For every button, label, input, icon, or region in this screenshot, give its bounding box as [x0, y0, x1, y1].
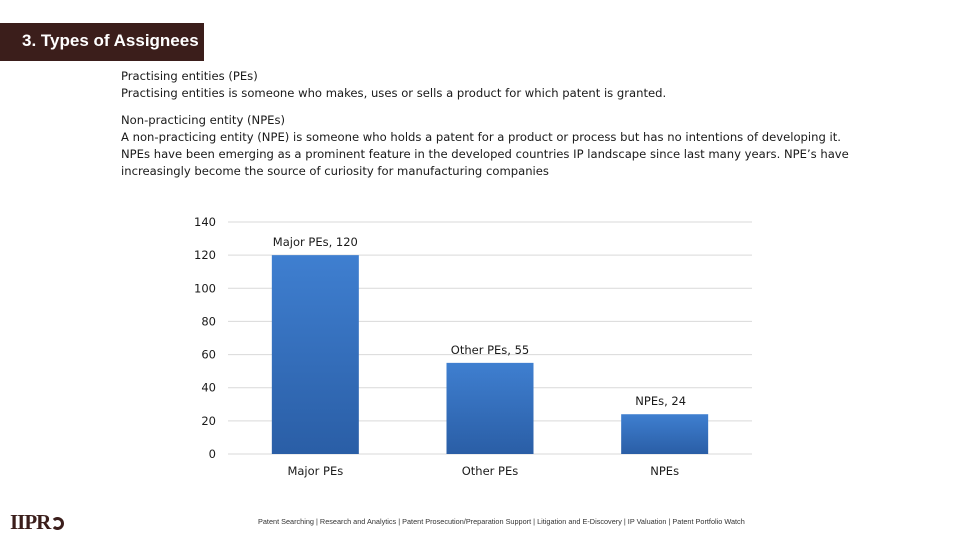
- pe-heading: Practising entities (PEs): [121, 69, 258, 83]
- y-tick-label: 0: [209, 447, 216, 461]
- chart-bars: [271, 255, 709, 454]
- slide-title: 3. Types of Assignees: [0, 23, 204, 61]
- y-tick-label: 20: [201, 414, 216, 428]
- y-tick-label: 140: [194, 215, 216, 229]
- data-label: Other PEs, 55: [451, 343, 529, 357]
- y-tick-label: 120: [194, 248, 216, 262]
- slide-body: Practising entities (PEs) Practising ent…: [121, 68, 861, 180]
- data-label: Major PEs, 120: [273, 235, 358, 249]
- bar: [271, 255, 359, 454]
- y-tick-label: 60: [201, 348, 216, 362]
- logo-mark-icon: [51, 517, 65, 530]
- footer-services: Patent Searching | Research and Analytic…: [258, 517, 745, 526]
- bar: [621, 414, 709, 454]
- x-tick-label: Other PEs: [462, 464, 519, 478]
- y-tick-label: 40: [201, 381, 216, 395]
- y-tick-label: 100: [194, 281, 216, 295]
- y-tick-label: 80: [201, 314, 216, 328]
- npe-description-1: A non-practicing entity (NPE) is someone…: [121, 130, 841, 144]
- npe-heading: Non-practicing entity (NPEs): [121, 113, 286, 127]
- chart-labels: 0 20 40 60 80 100 120 140 Major PEs Major PEs, 12…: [194, 215, 686, 478]
- x-tick-label: NPEs: [650, 464, 679, 478]
- pe-description: Practising entities is someone who makes…: [121, 86, 667, 100]
- logo-text: IIPR: [10, 510, 51, 534]
- npe-description-2: NPEs have been emerging as a prominent f…: [121, 147, 849, 161]
- bar: [446, 362, 534, 454]
- npe-description-3: increasingly become the source of curios…: [121, 164, 549, 178]
- data-label: NPEs, 24: [635, 394, 686, 408]
- iipr-logo: IIPR: [10, 510, 65, 534]
- x-tick-label: Major PEs: [287, 464, 343, 478]
